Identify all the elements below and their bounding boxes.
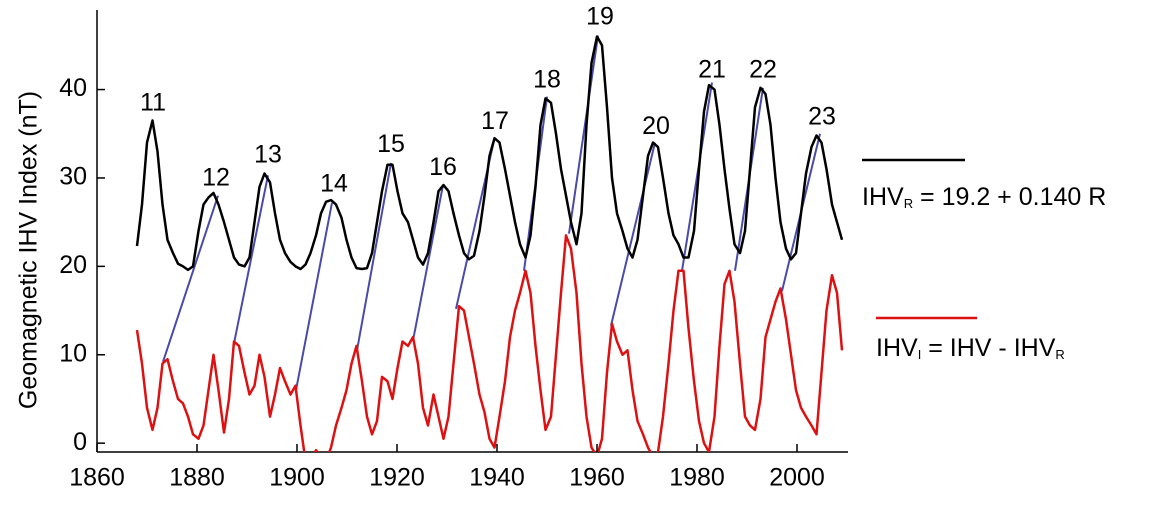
cycle-label: 11 <box>140 88 166 116</box>
series-line <box>135 234 844 452</box>
x-tick-label: 1960 <box>569 464 625 492</box>
legend-text: = IHV - IHV <box>921 334 1055 362</box>
cycle-label: 22 <box>749 56 777 84</box>
cycle-label: 15 <box>377 130 405 158</box>
x-tick-label: 2000 <box>769 464 825 492</box>
legend-text: R <box>1088 183 1106 211</box>
x-tick-label: 1900 <box>269 464 325 492</box>
x-tick-label: 1980 <box>669 464 725 492</box>
x-tick-label: 1920 <box>369 464 425 492</box>
cycle-label: 17 <box>481 107 509 135</box>
series-line <box>135 35 844 272</box>
cycle-label: 23 <box>808 102 836 130</box>
legend-text: = 19.2 + 0.140 <box>913 183 1088 211</box>
cycle-label: 18 <box>533 65 561 93</box>
cycle-label: 21 <box>698 56 726 84</box>
connector <box>295 202 333 391</box>
legend-subscript: I <box>918 347 922 362</box>
y-tick-label: 40 <box>59 74 87 102</box>
cycle-label: 14 <box>320 170 348 198</box>
plot-area <box>135 35 844 452</box>
connector <box>233 175 269 344</box>
cycle-label: 13 <box>254 140 282 168</box>
cycle-label: 19 <box>586 3 614 31</box>
connector <box>412 184 444 341</box>
connector <box>162 195 219 363</box>
legend-text: IHV <box>876 334 918 362</box>
connector <box>356 162 392 351</box>
legend-text: IHV <box>862 183 904 211</box>
y-tick-label: 0 <box>73 428 87 456</box>
y-tick-label: 30 <box>59 163 87 191</box>
y-tick-label: 20 <box>59 251 87 279</box>
connector <box>610 142 656 326</box>
connector <box>568 35 599 234</box>
cycle-label: 20 <box>642 112 670 140</box>
x-tick-label: 1860 <box>69 464 125 492</box>
legend-subscript: R <box>904 196 913 211</box>
legend-subscript: R <box>1055 347 1064 362</box>
legend-label: IHVI = IHV - IHVR <box>876 334 1065 363</box>
y-axis-label: Geomagnetic IHV Index (nT) <box>15 91 43 409</box>
legend-label: IHVR = 19.2 + 0.140 R <box>862 183 1106 212</box>
cycle-label: 12 <box>202 163 230 191</box>
x-tick-label: 1940 <box>469 464 525 492</box>
connector <box>681 82 713 271</box>
x-tick-label: 1880 <box>169 464 225 492</box>
y-tick-label: 10 <box>59 339 87 367</box>
cycle-label: 16 <box>429 153 457 181</box>
